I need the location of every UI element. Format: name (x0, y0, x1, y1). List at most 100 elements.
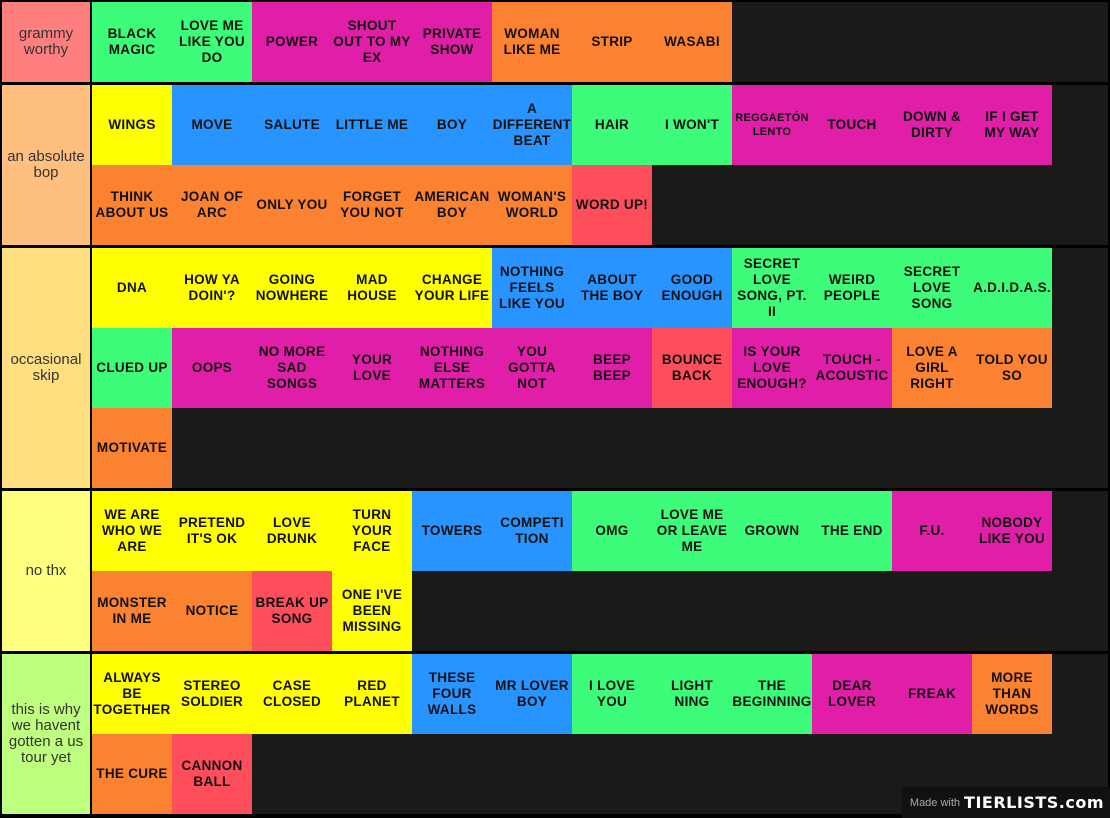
watermark[interactable]: Made with TIERLISTS.com (901, 787, 1110, 818)
tier-item[interactable]: POWER (252, 2, 332, 82)
tier-item[interactable]: LOVE A GIRL RIGHT (892, 328, 972, 408)
tier-item[interactable]: PRIVATE SHOW (412, 2, 492, 82)
tier-items: BLACK MAGIC LOVE ME LIKE YOU DO POWER SHOUT… (92, 2, 1108, 82)
tier-item[interactable]: ALWAYS BE TOGETHER (92, 654, 172, 734)
tier-item[interactable]: LOVE ME OR LEAVE ME (652, 491, 732, 571)
tier-item[interactable]: WINGS (92, 85, 172, 165)
tier-item[interactable]: CASE CLOSED (252, 654, 332, 734)
tier-item[interactable]: DOWN & DIRTY (892, 85, 972, 165)
tier-item[interactable]: WOMAN'S WORLD (492, 165, 572, 245)
tier-row: an absolute bop WINGS MOVE SALUTE LITTLE ME B… (0, 85, 1110, 248)
tier-item[interactable]: CLUED UP (92, 328, 172, 408)
tier-label[interactable]: grammy worthy (2, 2, 90, 82)
watermark-brand: TIERLISTS.com (964, 793, 1104, 812)
tier-item[interactable]: BREAK UP SONG (252, 571, 332, 651)
tier-item[interactable]: SHOUT OUT TO MY EX (332, 2, 412, 82)
tier-item[interactable]: CHANGE YOUR LIFE (412, 248, 492, 328)
tier-row: occasional skip DNA HOW YA DOIN'? GOING NOW… (0, 248, 1110, 491)
tier-items: ALWAYS BE TOGETHER STEREO SOLDIER CASE CLO… (92, 654, 1108, 814)
tier-item[interactable]: NO MORE SAD SONGS (252, 328, 332, 408)
tier-item[interactable]: DEAR LOVER (812, 654, 892, 734)
tier-item[interactable]: THINK ABOUT US (92, 165, 172, 245)
tier-item[interactable]: BEEP BEEP (572, 328, 652, 408)
tier-item[interactable]: BLACK MAGIC (92, 2, 172, 82)
tier-item[interactable]: GOING NOWHERE (252, 248, 332, 328)
tier-item[interactable]: TOUCH (812, 85, 892, 165)
tier-item[interactable]: STRIP (572, 2, 652, 82)
tier-item[interactable]: GOOD ENOUGH (652, 248, 732, 328)
tier-item[interactable]: BOUNCE BACK (652, 328, 732, 408)
tier-item[interactable]: I LOVE YOU (572, 654, 652, 734)
tier-item[interactable]: SECRET LOVE SONG, PT. II (732, 248, 812, 328)
tier-item[interactable]: LIGHT NING (652, 654, 732, 734)
tier-item[interactable]: TOLD YOU SO (972, 328, 1052, 408)
tier-item[interactable]: MONSTER IN ME (92, 571, 172, 651)
tier-items: DNA HOW YA DOIN'? GOING NOWHERE MAD HOUSE CH… (92, 248, 1108, 488)
tier-item[interactable]: WEIRD PEOPLE (812, 248, 892, 328)
tier-label[interactable]: an absolute bop (2, 85, 90, 245)
tier-items: WINGS MOVE SALUTE LITTLE ME BOY A DIFFERENT B… (92, 85, 1108, 245)
tier-item[interactable]: MOTIVATE (92, 408, 172, 488)
tier-item[interactable]: BOY (412, 85, 492, 165)
tier-item[interactable]: TURN YOUR FACE (332, 491, 412, 571)
tier-item[interactable]: YOUR LOVE (332, 328, 412, 408)
tier-item[interactable]: SECRET LOVE SONG (892, 248, 972, 328)
tier-label[interactable]: this is why we havent gotten a us tour y… (2, 654, 90, 814)
tier-item[interactable]: LOVE ME LIKE YOU DO (172, 2, 252, 82)
tier-item[interactable]: LOVE DRUNK (252, 491, 332, 571)
tier-item[interactable]: CANNON BALL (172, 734, 252, 814)
tier-item[interactable]: STEREO SOLDIER (172, 654, 252, 734)
tier-item[interactable]: ONE I'VE BEEN MISSING (332, 571, 412, 651)
tier-item[interactable]: IF I GET MY WAY (972, 85, 1052, 165)
tier-item[interactable]: I WON'T (652, 85, 732, 165)
tier-item[interactable]: MORE THAN WORDS (972, 654, 1052, 734)
tier-item[interactable]: JOAN OF ARC (172, 165, 252, 245)
tier-item[interactable]: NOBODY LIKE YOU (972, 491, 1052, 571)
tier-item[interactable]: WE ARE WHO WE ARE (92, 491, 172, 571)
tier-row: this is why we havent gotten a us tour y… (0, 654, 1110, 817)
tier-item[interactable]: PRETEND IT'S OK (172, 491, 252, 571)
tier-items: WE ARE WHO WE ARE PRETEND IT'S OK LOVE DRU… (92, 491, 1108, 651)
tier-item[interactable]: MAD HOUSE (332, 248, 412, 328)
tier-item[interactable]: LITTLE ME (332, 85, 412, 165)
tier-item[interactable]: RED PLANET (332, 654, 412, 734)
tier-item[interactable]: F.U. (892, 491, 972, 571)
tier-row: grammy worthy BLACK MAGIC LOVE ME LIKE YOU… (0, 0, 1110, 85)
tier-item[interactable]: COMPETI TION (492, 491, 572, 571)
tier-item[interactable]: OMG (572, 491, 652, 571)
tier-item[interactable]: TOWERS (412, 491, 492, 571)
tier-item[interactable]: A DIFFERENT BEAT (492, 85, 572, 165)
tier-item[interactable]: ONLY YOU (252, 165, 332, 245)
tier-item[interactable]: FREAK (892, 654, 972, 734)
tier-item[interactable]: AMERICAN BOY (412, 165, 492, 245)
tier-item[interactable]: THE END (812, 491, 892, 571)
watermark-prefix: Made with (909, 796, 961, 809)
tier-item[interactable]: NOTHING ELSE MATTERS (412, 328, 492, 408)
tier-item[interactable]: GROWN (732, 491, 812, 571)
tier-item[interactable]: NOTHING FEELS LIKE YOU (492, 248, 572, 328)
tier-item[interactable]: FORGET YOU NOT (332, 165, 412, 245)
tier-item[interactable]: MOVE (172, 85, 252, 165)
tier-item[interactable]: WASABI (652, 2, 732, 82)
tier-label[interactable]: occasional skip (2, 248, 90, 488)
tier-label[interactable]: no thx (2, 491, 90, 651)
tier-item[interactable]: TOUCH - ACOUSTIC (812, 328, 892, 408)
tier-item[interactable]: YOU GOTTA NOT (492, 328, 572, 408)
tier-item[interactable]: WORD UP! (572, 165, 652, 245)
tier-item[interactable]: MR LOVER BOY (492, 654, 572, 734)
tier-item[interactable]: THE BEGINNING (732, 654, 812, 734)
tier-item[interactable]: THE CURE (92, 734, 172, 814)
tier-item[interactable]: WOMAN LIKE ME (492, 2, 572, 82)
tier-item[interactable]: HAIR (572, 85, 652, 165)
tier-item[interactable]: SALUTE (252, 85, 332, 165)
tier-item[interactable]: IS YOUR LOVE ENOUGH? (732, 328, 812, 408)
tier-item[interactable]: THESE FOUR WALLS (412, 654, 492, 734)
tier-item[interactable]: HOW YA DOIN'? (172, 248, 252, 328)
tier-item[interactable]: REGGAETÓN LENTO (732, 85, 812, 165)
tier-item[interactable]: OOPS (172, 328, 252, 408)
tier-item[interactable]: A.D.I.D.A.S. (972, 248, 1052, 328)
tier-item[interactable]: DNA (92, 248, 172, 328)
tier-item[interactable]: NOTICE (172, 571, 252, 651)
tier-item[interactable]: ABOUT THE BOY (572, 248, 652, 328)
